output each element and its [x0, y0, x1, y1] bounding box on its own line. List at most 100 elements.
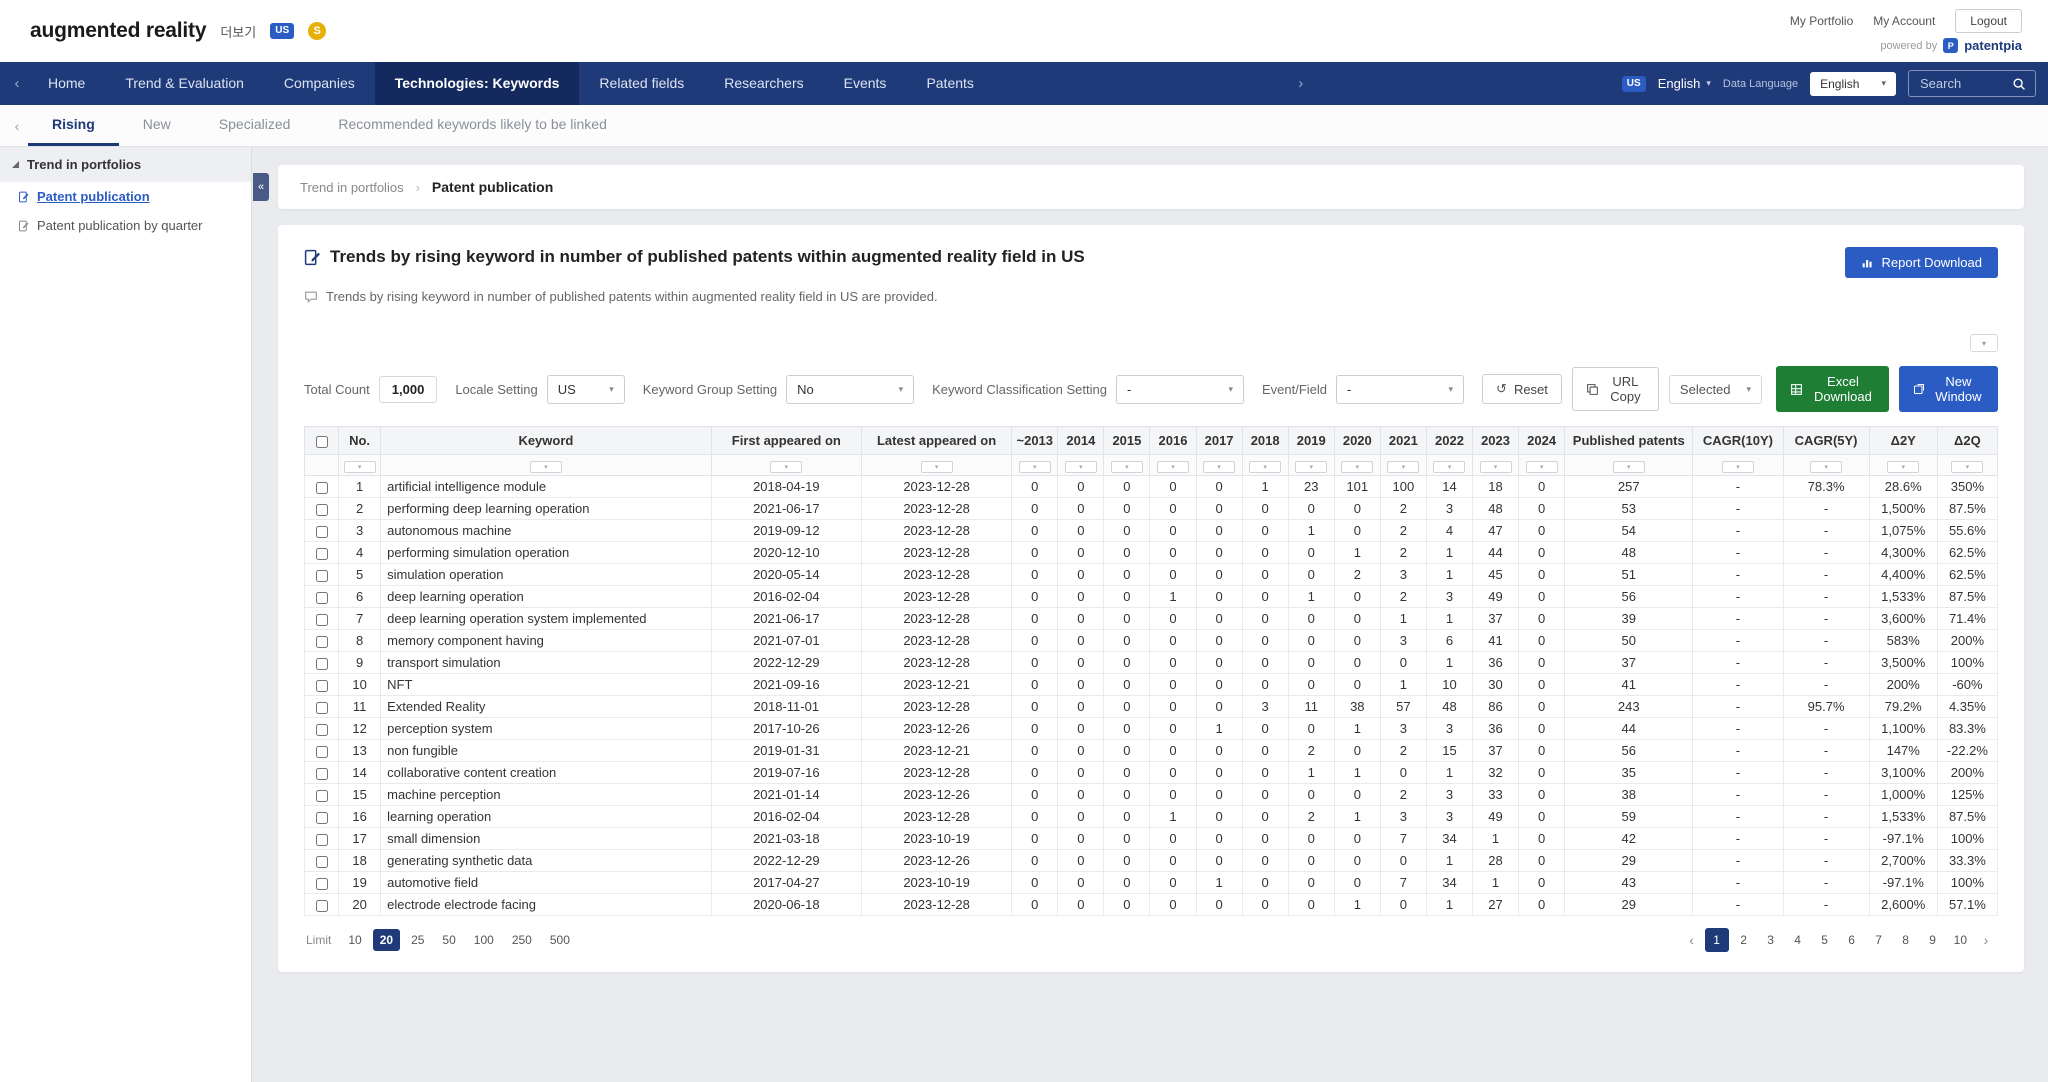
data-language-select[interactable]: English ▾ — [1810, 72, 1896, 96]
row-checkbox[interactable] — [316, 856, 328, 868]
nav-item-events[interactable]: Events — [824, 62, 907, 105]
column-filter-2y[interactable]: ▾ — [1887, 461, 1919, 473]
tab-rising[interactable]: Rising — [28, 105, 119, 146]
column-filter-2021[interactable]: ▾ — [1387, 461, 1419, 473]
limit-option-20[interactable]: 20 — [373, 929, 400, 951]
row-checkbox[interactable] — [316, 526, 328, 538]
column-filter-keyword[interactable]: ▾ — [530, 461, 562, 473]
keyword-classification-setting-select[interactable]: - ▾ — [1116, 375, 1244, 404]
nav-item-technologies-keywords[interactable]: Technologies: Keywords — [375, 62, 580, 105]
interface-language-dropdown[interactable]: English ▾ — [1658, 76, 1711, 91]
row-checkbox[interactable] — [316, 658, 328, 670]
row-checkbox[interactable] — [316, 834, 328, 846]
page-5[interactable]: 5 — [1813, 928, 1837, 952]
row-checkbox[interactable] — [316, 636, 328, 648]
column-filter-2020[interactable]: ▾ — [1341, 461, 1373, 473]
breadcrumb-parent[interactable]: Trend in portfolios — [300, 180, 404, 195]
logout-button[interactable]: Logout — [1955, 9, 2022, 33]
row-checkbox[interactable] — [316, 790, 328, 802]
url-copy-button[interactable]: URL Copy — [1572, 367, 1659, 411]
selected-filter-select[interactable]: Selected ▾ — [1669, 375, 1762, 404]
row-checkbox[interactable] — [316, 548, 328, 560]
row-checkbox[interactable] — [316, 614, 328, 626]
page-6[interactable]: 6 — [1840, 928, 1864, 952]
limit-option-100[interactable]: 100 — [467, 929, 501, 951]
column-header-2y[interactable]: Δ2Y — [1869, 427, 1937, 455]
page-3[interactable]: 3 — [1759, 928, 1783, 952]
new-window-button[interactable]: New Window — [1899, 366, 1998, 412]
column-filter-latest-appeared-on[interactable]: ▾ — [921, 461, 953, 473]
nav-scroll-right-icon[interactable]: › — [1290, 75, 1312, 92]
column-header-keyword[interactable]: Keyword — [381, 427, 712, 455]
pagination-next-icon[interactable]: › — [1976, 931, 1996, 949]
nav-item-trend-evaluation[interactable]: Trend & Evaluation — [105, 62, 264, 105]
column-filter-no[interactable]: ▾ — [344, 461, 376, 473]
column-header-latest-appeared-on[interactable]: Latest appeared on — [861, 427, 1011, 455]
column-filter-2017[interactable]: ▾ — [1203, 461, 1235, 473]
report-download-button[interactable]: Report Download — [1845, 247, 1998, 278]
limit-option-25[interactable]: 25 — [404, 929, 431, 951]
page-1[interactable]: 1 — [1705, 928, 1729, 952]
pagination-prev-icon[interactable]: ‹ — [1682, 931, 1702, 949]
column-header-2018[interactable]: 2018 — [1242, 427, 1288, 455]
more-link[interactable]: 더보기 — [220, 22, 256, 41]
sidebar-collapse-button[interactable]: « — [253, 173, 269, 201]
column-header-2022[interactable]: 2022 — [1426, 427, 1472, 455]
keyword-group-setting-select[interactable]: No ▾ — [786, 375, 914, 404]
column-filter-2022[interactable]: ▾ — [1433, 461, 1465, 473]
limit-option-500[interactable]: 500 — [543, 929, 577, 951]
column-header-2017[interactable]: 2017 — [1196, 427, 1242, 455]
row-checkbox[interactable] — [316, 680, 328, 692]
row-checkbox[interactable] — [316, 812, 328, 824]
locale-setting-select[interactable]: US ▾ — [547, 375, 625, 404]
column-header-cagr-5y[interactable]: CAGR(5Y) — [1783, 427, 1869, 455]
column-header-2q[interactable]: Δ2Q — [1937, 427, 1997, 455]
column-header-no[interactable]: No. — [339, 427, 381, 455]
column-filter-2016[interactable]: ▾ — [1157, 461, 1189, 473]
page-4[interactable]: 4 — [1786, 928, 1810, 952]
tab-recommended-keywords-likely-to-be-linked[interactable]: Recommended keywords likely to be linked — [314, 105, 630, 146]
row-checkbox[interactable] — [316, 724, 328, 736]
page-7[interactable]: 7 — [1867, 928, 1891, 952]
sidebar-section-trend-in-portfolios[interactable]: Trend in portfolios — [0, 147, 251, 182]
search-icon[interactable] — [2012, 77, 2026, 91]
row-checkbox[interactable] — [316, 570, 328, 582]
tab-specialized[interactable]: Specialized — [195, 105, 315, 146]
nav-item-related-fields[interactable]: Related fields — [579, 62, 704, 105]
column-filter-2023[interactable]: ▾ — [1480, 461, 1512, 473]
row-checkbox[interactable] — [316, 592, 328, 604]
column-filter-2015[interactable]: ▾ — [1111, 461, 1143, 473]
nav-item-researchers[interactable]: Researchers — [704, 62, 823, 105]
column-filter-cagr-5y[interactable]: ▾ — [1810, 461, 1842, 473]
limit-option-50[interactable]: 50 — [435, 929, 462, 951]
column-filter-2019[interactable]: ▾ — [1295, 461, 1327, 473]
page-9[interactable]: 9 — [1921, 928, 1945, 952]
column-filter-2018[interactable]: ▾ — [1249, 461, 1281, 473]
sidebar-item-patent-publication[interactable]: Patent publication — [0, 182, 251, 211]
limit-option-10[interactable]: 10 — [341, 929, 368, 951]
page-8[interactable]: 8 — [1894, 928, 1918, 952]
column-filter-first-appeared-on[interactable]: ▾ — [770, 461, 802, 473]
patentpia-brand[interactable]: patentpia — [1964, 38, 2022, 53]
column-header-2023[interactable]: 2023 — [1473, 427, 1519, 455]
row-checkbox[interactable] — [316, 878, 328, 890]
row-checkbox[interactable] — [316, 768, 328, 780]
tab-new[interactable]: New — [119, 105, 195, 146]
tabs-scroll-left-icon[interactable]: ‹ — [6, 118, 28, 134]
column-header-2021[interactable]: 2021 — [1380, 427, 1426, 455]
my-account-link[interactable]: My Account — [1873, 14, 1935, 28]
limit-option-250[interactable]: 250 — [505, 929, 539, 951]
column-filter-2q[interactable]: ▾ — [1951, 461, 1983, 473]
nav-item-companies[interactable]: Companies — [264, 62, 375, 105]
page-10[interactable]: 10 — [1948, 928, 1973, 952]
column-header-2013[interactable]: ~2013 — [1012, 427, 1058, 455]
select-all-checkbox[interactable] — [316, 436, 328, 448]
column-filter-2024[interactable]: ▾ — [1526, 461, 1558, 473]
column-header-2024[interactable]: 2024 — [1519, 427, 1565, 455]
column-filter-published-patents[interactable]: ▾ — [1613, 461, 1645, 473]
sidebar-item-patent-publication-by-quarter[interactable]: Patent publication by quarter — [0, 211, 251, 240]
section-collapse-toggle[interactable]: ▾ — [1970, 334, 1998, 352]
search-input[interactable] — [1918, 75, 2004, 92]
row-checkbox[interactable] — [316, 900, 328, 912]
column-header-published-patents[interactable]: Published patents — [1565, 427, 1693, 455]
